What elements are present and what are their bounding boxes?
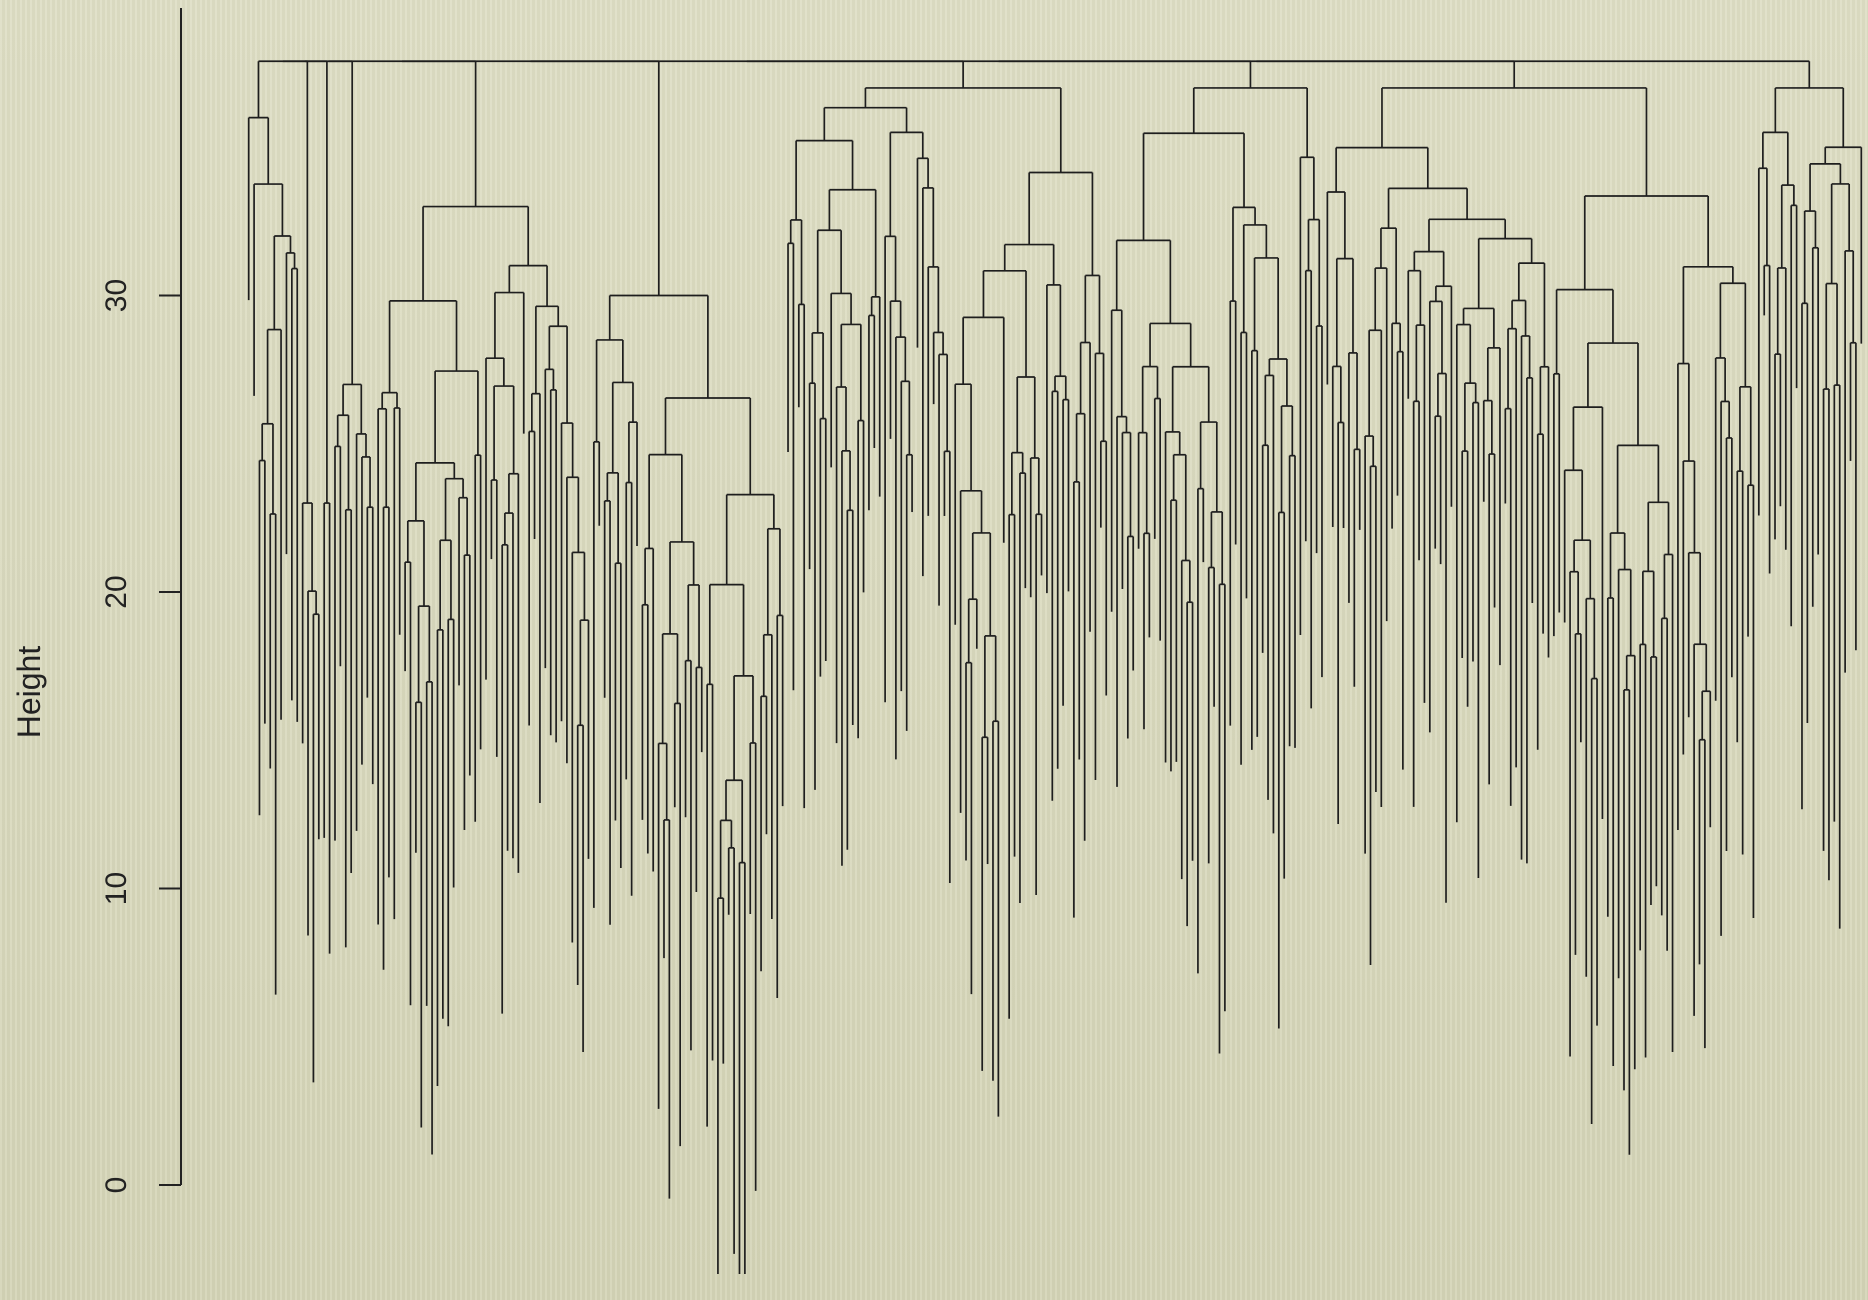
- y-tick-label: 20: [100, 575, 133, 608]
- y-tick-label: 0: [100, 1177, 133, 1194]
- y-axis: 0 10 20 30: [100, 8, 182, 1194]
- y-tick-label: 30: [100, 279, 133, 312]
- y-axis-label: Height: [11, 646, 47, 739]
- dendrogram-tree: [247, 60, 1863, 1274]
- y-tick-label: 10: [100, 872, 133, 905]
